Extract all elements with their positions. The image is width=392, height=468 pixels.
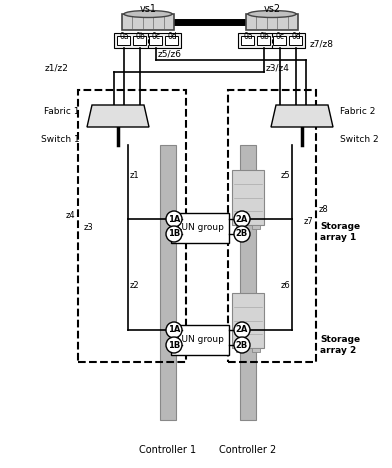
Text: 0b: 0b — [259, 32, 269, 41]
Text: Storage
array 2: Storage array 2 — [320, 335, 360, 355]
Text: Switch 1: Switch 1 — [41, 136, 80, 145]
Ellipse shape — [248, 10, 296, 17]
Polygon shape — [271, 105, 333, 127]
Text: 1B: 1B — [168, 341, 180, 350]
Bar — [241, 36, 254, 45]
Text: 2B: 2B — [236, 229, 248, 239]
Bar — [252, 225, 260, 229]
Bar — [114, 33, 181, 48]
Circle shape — [234, 322, 250, 338]
Text: 0c: 0c — [151, 32, 160, 41]
Text: 2B: 2B — [236, 341, 248, 350]
Bar — [258, 36, 270, 45]
Text: 0d: 0d — [291, 32, 301, 41]
Bar — [236, 348, 244, 352]
Text: 0a: 0a — [243, 32, 253, 41]
Bar — [78, 90, 186, 362]
Text: z4: z4 — [65, 211, 75, 219]
Circle shape — [234, 337, 250, 353]
Bar — [238, 33, 305, 48]
Bar — [171, 325, 229, 355]
Text: Switch 2: Switch 2 — [340, 136, 379, 145]
Bar — [240, 145, 256, 420]
Bar — [118, 36, 131, 45]
Text: z3: z3 — [84, 224, 94, 233]
Text: 0c: 0c — [276, 32, 285, 41]
Text: 1A: 1A — [168, 326, 180, 335]
Bar — [134, 36, 147, 45]
Polygon shape — [87, 105, 149, 127]
Bar — [149, 36, 163, 45]
Text: z8: z8 — [319, 205, 329, 214]
Bar — [232, 170, 264, 225]
Bar — [160, 145, 176, 420]
Circle shape — [166, 226, 182, 242]
Text: z6: z6 — [280, 280, 290, 290]
Circle shape — [234, 211, 250, 227]
Text: 1A: 1A — [168, 214, 180, 224]
Text: z5/z6: z5/z6 — [158, 50, 182, 58]
Text: 0d: 0d — [167, 32, 177, 41]
Bar — [171, 213, 229, 243]
Text: z1/z2: z1/z2 — [45, 64, 69, 73]
Text: vs1: vs1 — [140, 4, 156, 14]
Text: z3/z4: z3/z4 — [266, 64, 290, 73]
Text: z5: z5 — [280, 170, 290, 180]
Text: 1B: 1B — [168, 229, 180, 239]
Text: z1: z1 — [130, 170, 140, 180]
Circle shape — [234, 226, 250, 242]
Text: Storage
array 1: Storage array 1 — [320, 222, 360, 242]
Text: 0a: 0a — [119, 32, 129, 41]
Text: Controller 2: Controller 2 — [220, 445, 277, 455]
Circle shape — [166, 337, 182, 353]
Bar — [246, 14, 298, 30]
Text: z2: z2 — [130, 280, 140, 290]
Text: vs2: vs2 — [263, 4, 281, 14]
Text: 2A: 2A — [236, 214, 248, 224]
Text: 2A: 2A — [236, 326, 248, 335]
Text: LUN group: LUN group — [176, 336, 223, 344]
Bar — [252, 348, 260, 352]
Bar — [236, 225, 244, 229]
Text: 0b: 0b — [135, 32, 145, 41]
Text: z7: z7 — [303, 218, 313, 227]
Text: Controller 1: Controller 1 — [140, 445, 196, 455]
Bar — [274, 36, 287, 45]
Text: LUN group: LUN group — [176, 224, 223, 233]
Text: z7/z8: z7/z8 — [310, 39, 334, 49]
Bar — [228, 90, 316, 362]
Bar — [232, 293, 264, 348]
Text: Fabric 2: Fabric 2 — [340, 107, 376, 116]
Ellipse shape — [124, 10, 172, 17]
Bar — [122, 14, 174, 30]
Circle shape — [166, 211, 182, 227]
Bar — [165, 36, 178, 45]
Text: Fabric 1: Fabric 1 — [45, 107, 80, 116]
Bar — [290, 36, 303, 45]
Circle shape — [166, 322, 182, 338]
